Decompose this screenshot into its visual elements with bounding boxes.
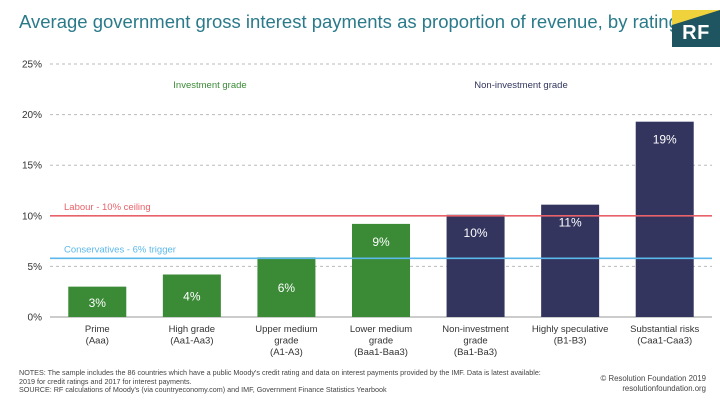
x-category-label: Substantial risks	[630, 324, 699, 335]
bar-value-label: 10%	[464, 226, 488, 240]
y-tick-label: 20%	[22, 110, 42, 121]
x-category-label: Non-investment	[442, 324, 509, 335]
x-category-label: (Aa1-Aa3)	[170, 336, 213, 347]
bar	[352, 223, 410, 317]
x-category-label: High grade	[169, 324, 215, 335]
x-category-label: (Baa1-Baa3)	[354, 347, 408, 358]
chart-title: Average government gross interest paymen…	[19, 11, 720, 32]
credit-block: © Resolution Foundation 2019 resolutionf…	[601, 374, 706, 393]
bar	[541, 204, 600, 317]
bar	[68, 286, 127, 317]
bar	[446, 214, 505, 317]
x-category-label: grade	[274, 336, 298, 347]
group-label-non-investment: Non-investment grade	[474, 80, 567, 91]
group-label-investment: Investment grade	[173, 80, 246, 91]
x-category-label: Prime	[85, 324, 110, 335]
x-category-label: (Caa1-Caa3)	[637, 336, 692, 347]
rf-logo: RF	[672, 10, 720, 47]
chart-notes: NOTES: The sample includes the 86 countr…	[19, 368, 589, 395]
bar-value-label: 3%	[89, 296, 107, 310]
bar	[162, 274, 221, 317]
bar-value-label: 9%	[372, 235, 390, 249]
bar-value-label: 11%	[559, 216, 582, 230]
x-category-label: Highly speculative	[532, 324, 609, 335]
x-category-label: (Aaa)	[86, 336, 109, 347]
notes-line-1: NOTES: The sample includes the 86 countr…	[19, 368, 541, 377]
logo-yellow-corner	[672, 10, 720, 25]
x-category-label: Lower medium	[350, 324, 412, 335]
reference-line-label: Labour - 10% ceiling	[64, 202, 151, 213]
logo-text: RF	[682, 22, 710, 44]
notes-source: SOURCE: RF calculations of Moody's (via …	[19, 385, 387, 395]
y-tick-label: 10%	[22, 211, 42, 222]
bar-value-label: 4%	[183, 290, 201, 304]
bar	[635, 121, 694, 318]
x-category-label: grade	[369, 336, 393, 347]
x-category-label: (A1-A3)	[270, 347, 303, 358]
y-tick-label: 0%	[28, 313, 43, 324]
x-category-label: (B1-B3)	[554, 336, 587, 347]
copyright-text: © Resolution Foundation 2019	[600, 374, 706, 383]
y-tick-label: 5%	[28, 262, 43, 273]
bar-value-label: 6%	[278, 281, 296, 295]
x-category-label: (Ba1-Ba3)	[454, 347, 497, 358]
website-text: resolutionfoundation.org	[622, 383, 706, 393]
reference-line-label: Conservatives - 6% trigger	[64, 244, 176, 255]
y-tick-label: 25%	[22, 60, 42, 71]
bar	[257, 257, 316, 317]
notes-line-2: 2019 for credit ratings and 2017 for int…	[19, 376, 192, 386]
x-category-label: grade	[463, 336, 487, 347]
bar-value-label: 19%	[653, 133, 677, 147]
y-tick-label: 15%	[22, 161, 42, 172]
x-category-label: Upper medium	[255, 324, 317, 335]
